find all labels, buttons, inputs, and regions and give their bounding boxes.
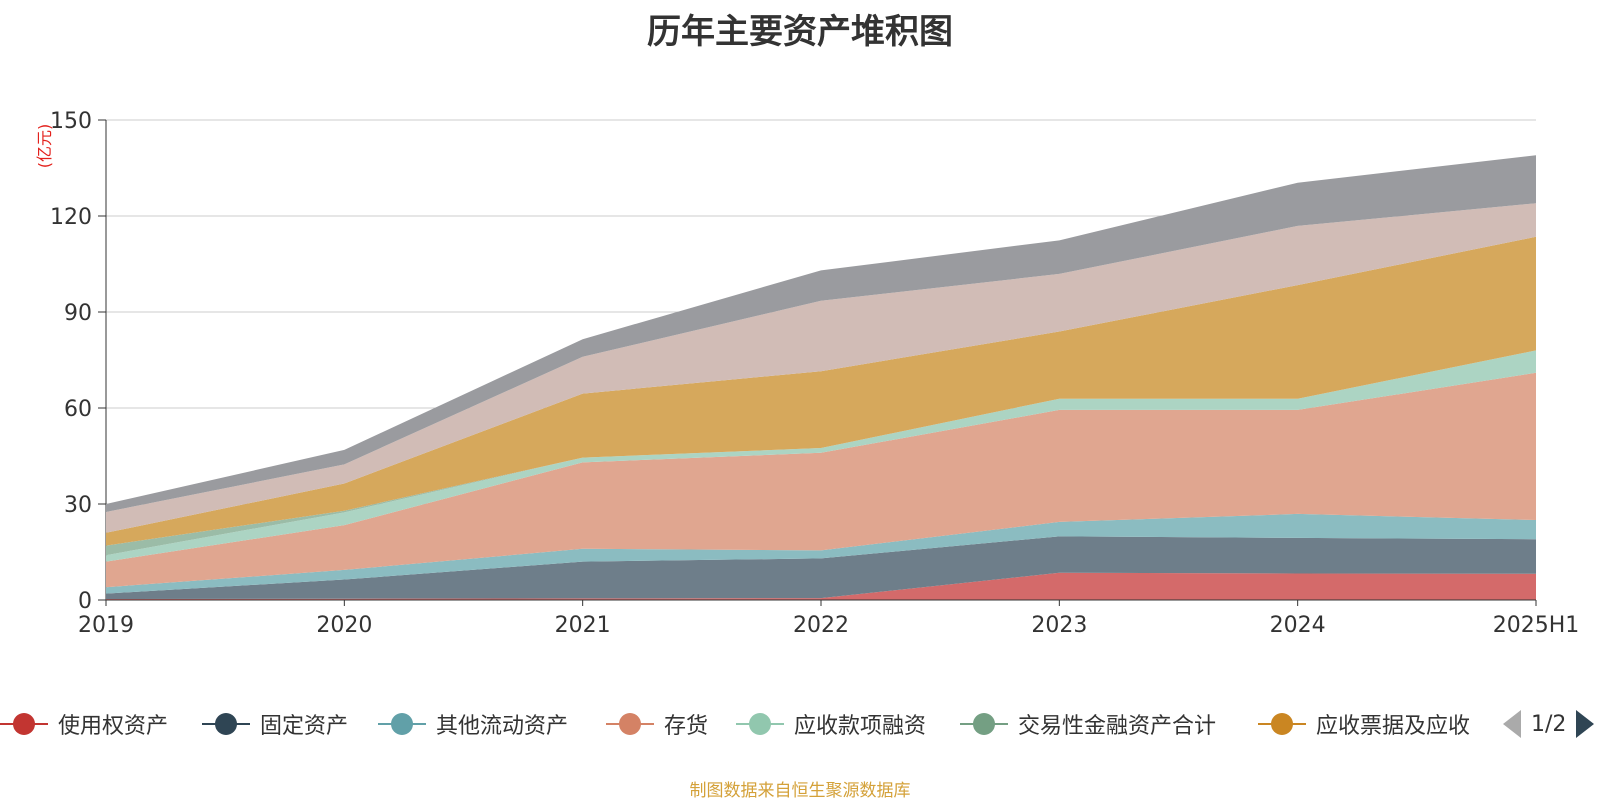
legend-label: 应收款项融资 — [794, 714, 927, 739]
y-unit-label: (亿元) — [35, 124, 54, 169]
legend-label: 交易性金融资产合计 — [1018, 714, 1217, 739]
stacked-area-chart: 0 30 60 90 120 150(亿元) 2019 2020 2021 2022 2023 202… — [35, 109, 1580, 638]
x-tick-label-2020: 2020 — [316, 613, 372, 638]
legend-next-page-icon[interactable] — [1576, 710, 1595, 738]
x-tick-label-2021: 2021 — [555, 613, 611, 638]
legend-marker-icon — [960, 704, 1008, 744]
legend-item-2[interactable]: 其他流动资产 — [378, 704, 568, 744]
area-series-2 — [106, 513, 1536, 594]
y-tick-label-120: 120 — [50, 205, 92, 230]
legend-item-3[interactable]: 存货 — [606, 704, 708, 744]
legend-marker-icon — [0, 704, 48, 744]
y-tick-label-0: 0 — [78, 589, 92, 614]
x-tick-label-2022: 2022 — [793, 613, 849, 638]
area-series-8 — [106, 155, 1536, 512]
legend-label: 使用权资产 — [58, 714, 169, 739]
data-source-note: 制图数据来自恒生聚源数据库 — [689, 781, 911, 801]
legend-marker-icon — [1258, 704, 1306, 744]
legend-item-6[interactable]: 应收票据及应收 — [1258, 704, 1470, 744]
legend: 使用权资产 固定资产 其他流动资产 存货 应收款项融资 交易性金融资产合计 应收票据及应收 — [0, 704, 1600, 744]
x-tick-label-2024: 2024 — [1270, 613, 1326, 638]
y-tick-label-60: 60 — [64, 397, 92, 422]
legend-marker-icon — [378, 704, 426, 744]
x-tick-label-2019: 2019 — [78, 613, 134, 638]
area-series-1 — [106, 536, 1536, 600]
legend-label: 存货 — [664, 714, 709, 739]
legend-marker-icon — [736, 704, 784, 744]
x-tick-label-2023: 2023 — [1031, 613, 1087, 638]
legend-marker-icon — [606, 704, 654, 744]
area-series-3 — [106, 372, 1536, 588]
legend-item-0[interactable]: 使用权资产 — [0, 704, 168, 744]
area-series-7 — [106, 203, 1536, 533]
legend-label: 固定资产 — [260, 714, 349, 739]
x-tick-label-2025H1: 2025H1 — [1493, 613, 1580, 638]
legend-page-indicator: 1/2 — [1531, 711, 1567, 737]
y-tick-label-90: 90 — [64, 301, 92, 326]
legend-label: 其他流动资产 — [436, 714, 569, 739]
legend-item-4[interactable]: 应收款项融资 — [736, 704, 926, 744]
legend-pager: 1/2 — [1503, 704, 1595, 744]
legend-marker-icon — [202, 704, 250, 744]
chart-title: 历年主要资产堆积图 — [647, 12, 953, 52]
area-series-0 — [106, 572, 1536, 600]
legend-item-1[interactable]: 固定资产 — [202, 704, 348, 744]
legend-label: 应收票据及应收 — [1316, 714, 1471, 739]
legend-prev-page-icon[interactable] — [1503, 710, 1521, 738]
legend-item-5[interactable]: 交易性金融资产合计 — [960, 704, 1216, 744]
y-tick-label-30: 30 — [64, 493, 92, 518]
y-tick-label-150: 150 — [50, 109, 92, 134]
area-series-6 — [106, 236, 1536, 546]
area-series-4 — [106, 350, 1536, 562]
